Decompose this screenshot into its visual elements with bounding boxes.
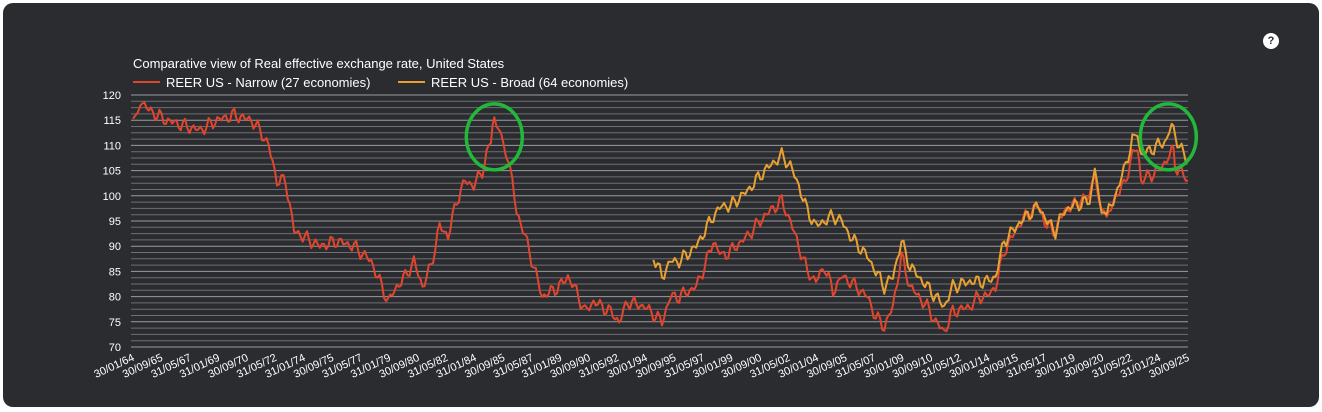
series-line-narrow[interactable]	[132, 101, 1189, 333]
y-tick-label: 120	[103, 90, 121, 102]
y-tick-label: 115	[103, 115, 121, 127]
y-tick-label: 100	[103, 191, 121, 203]
y-tick-label: 110	[103, 140, 121, 152]
y-tick-label: 95	[109, 216, 121, 228]
y-tick-label: 85	[109, 266, 121, 278]
highlight-circle	[1138, 102, 1199, 172]
y-tick-label: 70	[109, 342, 121, 354]
y-tick-label: 80	[109, 292, 121, 304]
y-tick-label: 90	[109, 241, 121, 253]
series-line-broad[interactable]	[652, 122, 1189, 308]
y-tick-label: 105	[103, 166, 121, 178]
legend-label-narrow: REER US - Narrow (27 economies)	[166, 75, 370, 90]
help-icon[interactable]: ?	[1263, 33, 1279, 49]
highlight-circle	[464, 102, 525, 172]
chart-title: Comparative view of Real effective excha…	[133, 56, 505, 71]
legend-label-broad: REER US - Broad (64 economies)	[431, 75, 628, 90]
y-tick-label: 75	[109, 317, 121, 329]
legend-item-narrow[interactable]: REER US - Narrow (27 economies)	[133, 75, 370, 90]
legend-item-broad[interactable]: REER US - Broad (64 economies)	[398, 75, 628, 90]
